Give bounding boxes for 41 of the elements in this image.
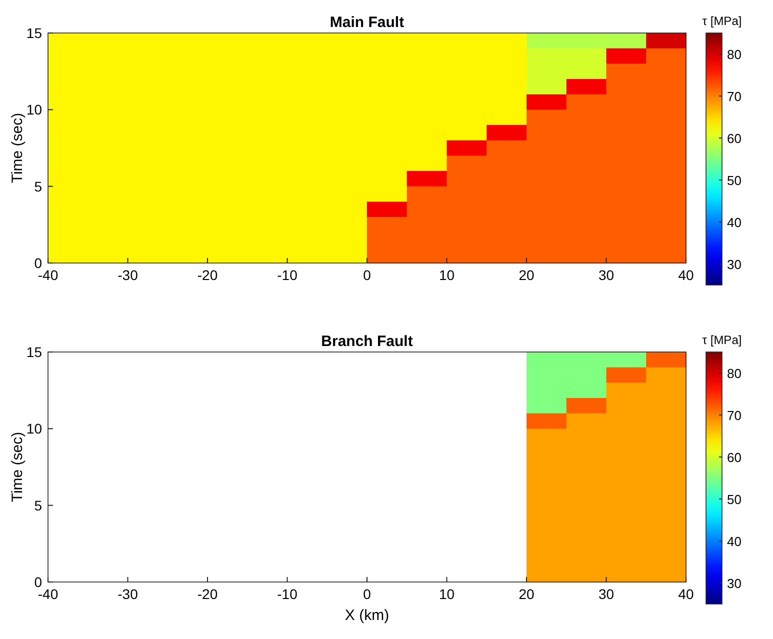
color-bar-label: 50 bbox=[727, 492, 742, 507]
color-bar-label: 60 bbox=[727, 450, 742, 465]
x-tick-label: -20 bbox=[197, 586, 218, 602]
x-tick-label: 10 bbox=[438, 586, 455, 602]
color-bar-label: 30 bbox=[727, 257, 742, 272]
x-tick-label: 40 bbox=[678, 267, 694, 283]
x-tick-label: -30 bbox=[118, 586, 138, 602]
y-tick-label: 15 bbox=[26, 344, 42, 360]
x-tick-label: -20 bbox=[197, 267, 218, 283]
color-bar-label: 30 bbox=[727, 576, 742, 591]
x-axis-title: X (km) bbox=[344, 607, 390, 624]
color-bar-title: τ [MPa] bbox=[702, 333, 742, 347]
color-bar-label: 70 bbox=[727, 408, 742, 423]
x-tick-label: -10 bbox=[277, 586, 298, 602]
x-tick-label: 0 bbox=[363, 267, 372, 283]
x-tick-label: 30 bbox=[598, 586, 614, 602]
color-bar-label: 50 bbox=[727, 173, 742, 188]
x-tick-label: 20 bbox=[518, 586, 534, 602]
x-tick-label: -10 bbox=[277, 267, 298, 283]
color-bar-label: 70 bbox=[727, 89, 742, 104]
color-bar-label: 40 bbox=[727, 534, 742, 549]
y-tick-label: 15 bbox=[26, 25, 42, 41]
y-axis-title: Time (sec) bbox=[9, 112, 26, 184]
y-tick-label: 5 bbox=[34, 178, 42, 194]
color-bar-label: 60 bbox=[727, 131, 742, 146]
chart-title: Branch Fault bbox=[321, 333, 413, 350]
y-axis-title: Time (sec) bbox=[9, 432, 26, 502]
color-bar-label: 80 bbox=[727, 366, 742, 381]
y-tick-label: 5 bbox=[34, 497, 42, 514]
x-tick-label: 40 bbox=[678, 586, 694, 602]
x-tick-label: -30 bbox=[118, 267, 138, 283]
x-tick-label: 10 bbox=[438, 267, 455, 283]
color-bar-label: 80 bbox=[727, 47, 742, 62]
color-bar-label: 40 bbox=[727, 215, 742, 230]
chart-title: Main Fault bbox=[330, 14, 404, 31]
x-tick-label: 30 bbox=[598, 267, 614, 283]
x-tick-label: 20 bbox=[518, 267, 534, 283]
x-tick-label: 0 bbox=[363, 586, 372, 602]
y-tick-label: 10 bbox=[26, 420, 42, 437]
y-tick-label: 10 bbox=[26, 102, 42, 118]
color-bar-title: τ [MPa] bbox=[702, 14, 742, 28]
